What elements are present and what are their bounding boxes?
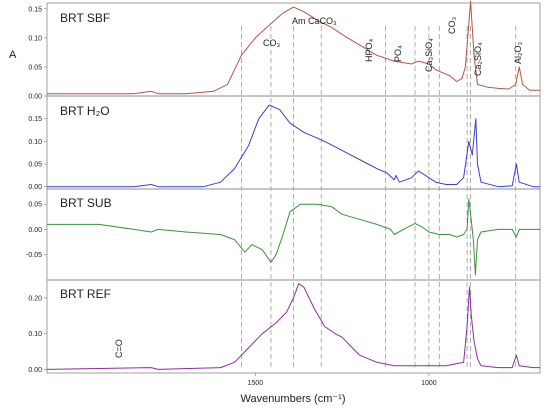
annotation-po4: PO₄ bbox=[393, 45, 403, 62]
y-tick-label: 0.10 bbox=[28, 35, 42, 42]
panel-label-sub: BRT SUB bbox=[60, 196, 112, 210]
y-tick-label: 0.00 bbox=[28, 184, 42, 191]
panel-label-sbf: BRT SBF bbox=[60, 11, 110, 25]
annotation-ca3sio4: Ca₃SiO₄ bbox=[424, 38, 434, 72]
panel-frame-ref bbox=[46, 279, 541, 374]
y-tick-label: 0.05 bbox=[28, 202, 42, 209]
panel-label-ref: BRT REF bbox=[60, 287, 111, 301]
spectrum-line-1 bbox=[47, 104, 540, 188]
y-axis-label: A bbox=[9, 49, 17, 61]
annotation-co3-1: CO₃ bbox=[263, 38, 281, 48]
y-tick-label: 0.15 bbox=[28, 6, 42, 13]
y-tick-label: 0.00 bbox=[28, 367, 42, 374]
y-tick-label: 0.05 bbox=[28, 64, 42, 71]
annotation-c-o: C=O bbox=[114, 339, 124, 358]
y-tick-label: 0.05 bbox=[28, 162, 42, 169]
spectrum-line-3 bbox=[46, 283, 540, 370]
x-tick-label: 1000 bbox=[421, 380, 437, 387]
spectra-curves bbox=[46, 0, 540, 370]
annotation-hpo4: HPO₄ bbox=[364, 38, 374, 62]
annotation-ca2sio4: Ca₂SiO₄ bbox=[473, 42, 483, 76]
y-tick-label: -0.05 bbox=[26, 252, 42, 259]
panel-label-h2o: BRT H₂O bbox=[60, 104, 110, 118]
y-tick-label: 0.00 bbox=[28, 94, 42, 101]
spectrum-line-2 bbox=[47, 198, 540, 276]
y-tick-label: 0.00 bbox=[28, 227, 42, 234]
x-tick-labels: 1500 1000 bbox=[248, 373, 437, 387]
annotation-co3-2: CO₃ bbox=[447, 17, 457, 35]
spectrum-line-0 bbox=[47, 0, 540, 95]
y-tick-label: 0.10 bbox=[28, 139, 42, 146]
y-tick-label: 0.15 bbox=[28, 116, 42, 123]
x-axis-title: Wavenumbers (cm⁻¹) bbox=[240, 393, 345, 405]
y-tick-label: 0.20 bbox=[28, 295, 42, 302]
y-tick-labels: 0.00 0.05 0.10 0.15 0.00 0.05 0.10 0.15 -0.05 0.0… bbox=[26, 6, 47, 374]
reference-lines bbox=[241, 26, 517, 370]
annotation-am-caco3: Am CaCO₃ bbox=[292, 16, 337, 26]
annotation-al2o3: Al₂O₃ bbox=[513, 42, 523, 64]
y-tick-label: 0.10 bbox=[28, 331, 42, 338]
x-tick-label: 1500 bbox=[248, 380, 264, 387]
